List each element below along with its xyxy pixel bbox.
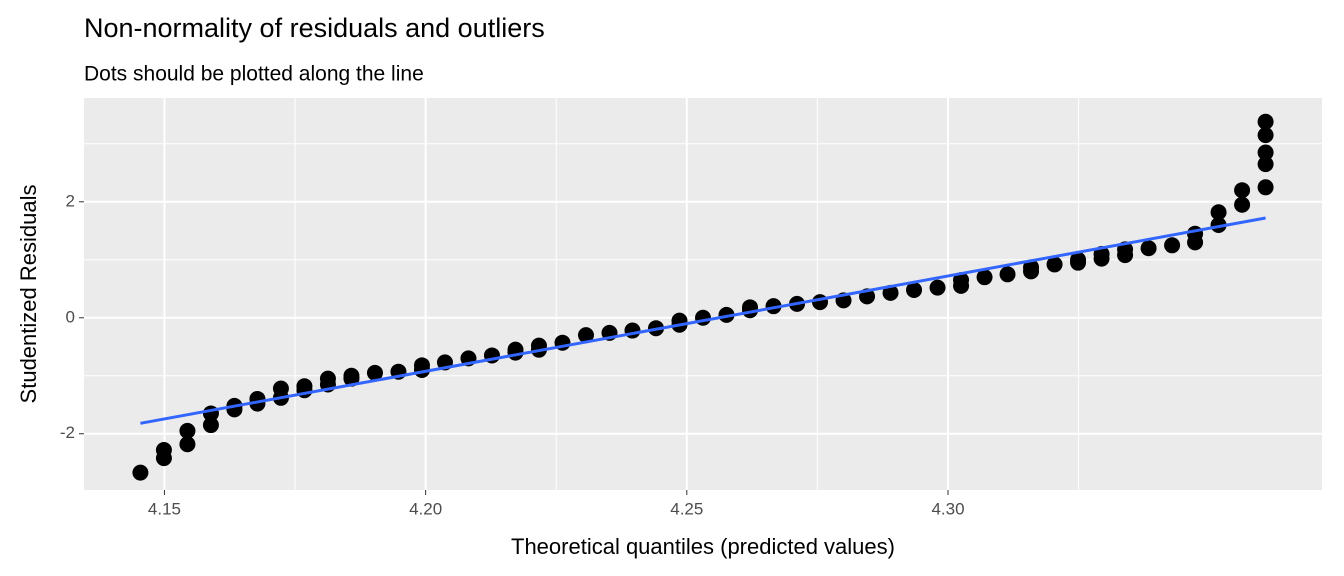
point bbox=[1023, 259, 1040, 276]
y-axis-label: Studentized Residuals bbox=[16, 185, 41, 404]
point bbox=[695, 309, 711, 326]
point bbox=[155, 450, 172, 467]
x-tick-label: 4.25 bbox=[670, 499, 703, 518]
point bbox=[1187, 225, 1204, 242]
point bbox=[929, 279, 946, 296]
point bbox=[999, 266, 1016, 283]
point bbox=[179, 422, 196, 439]
x-tick-label: 4.15 bbox=[148, 499, 181, 518]
point bbox=[1210, 216, 1227, 233]
point bbox=[765, 298, 782, 315]
point bbox=[1234, 182, 1251, 199]
x-tick-label: 4.20 bbox=[409, 499, 442, 518]
point bbox=[812, 294, 829, 311]
point bbox=[1046, 256, 1063, 273]
y-tick-label: 2 bbox=[66, 191, 75, 210]
fit-line bbox=[140, 216, 1266, 425]
point bbox=[132, 464, 149, 481]
point bbox=[202, 417, 219, 434]
panel bbox=[84, 98, 1322, 490]
point bbox=[1257, 127, 1274, 144]
point bbox=[1210, 204, 1227, 221]
chart-subtitle: Dots should be plotted along the line bbox=[84, 63, 424, 86]
point bbox=[624, 322, 641, 339]
point bbox=[906, 281, 923, 298]
point bbox=[1257, 156, 1274, 173]
point bbox=[953, 272, 970, 289]
point bbox=[577, 327, 594, 344]
point bbox=[1257, 179, 1274, 196]
x-axis-label: Theoretical quantiles (predicted values) bbox=[511, 534, 895, 559]
point bbox=[1140, 240, 1157, 257]
y-tick-label: -2 bbox=[60, 423, 75, 442]
point bbox=[249, 395, 266, 412]
y-tick-label: 0 bbox=[66, 307, 75, 326]
x-tick-label: 4.30 bbox=[931, 499, 964, 518]
point bbox=[179, 436, 196, 453]
point bbox=[1234, 196, 1251, 213]
point bbox=[1164, 237, 1181, 254]
point bbox=[366, 364, 383, 381]
point bbox=[1257, 144, 1274, 161]
point bbox=[1070, 251, 1087, 268]
point bbox=[882, 284, 899, 301]
point bbox=[976, 269, 993, 286]
point bbox=[1257, 113, 1274, 130]
chart-title: Non-normality of residuals and outliers bbox=[84, 13, 545, 43]
